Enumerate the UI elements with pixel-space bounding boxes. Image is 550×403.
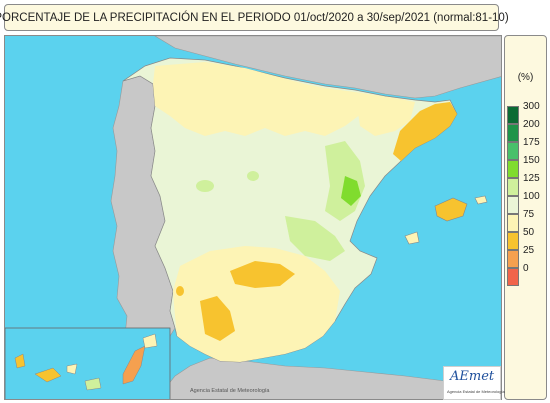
ebro-below-normal-zone — [355, 92, 415, 136]
ibiza-island — [404, 231, 420, 245]
legend-swatch — [507, 196, 519, 214]
la-gomera-island — [66, 363, 78, 375]
precipitation-map — [5, 36, 501, 399]
legend-unit: (%) — [517, 72, 534, 83]
legend-label: 25 — [523, 245, 535, 256]
map-title: PORCENTAJE DE LA PRECIPITACIÓN EN EL PER… — [0, 11, 509, 24]
west-dry-spot — [176, 286, 184, 296]
legend-swatch — [507, 124, 519, 142]
central-wet-spot — [196, 180, 214, 192]
map-frame — [4, 35, 502, 400]
legend-label: 100 — [523, 191, 540, 202]
fuerteventura-island — [122, 345, 146, 385]
gran-canaria-island — [84, 377, 102, 391]
legend-swatch — [507, 178, 519, 196]
map-title-bar: PORCENTAJE DE LA PRECIPITACIÓN EN EL PER… — [0, 4, 509, 31]
lanzarote-island — [142, 333, 158, 349]
legend-swatch — [507, 268, 519, 286]
mallorca-island — [434, 197, 468, 222]
legend-swatch — [507, 160, 519, 178]
france-land — [154, 36, 501, 99]
catalonia-dry-zone — [393, 102, 457, 161]
logo-subtitle: Agencia Estatal de Meteorología — [447, 389, 505, 394]
legend-label: 200 — [523, 119, 540, 130]
aemet-logo: AEmet Agencia Estatal de Meteorología — [443, 366, 505, 400]
legend-panel: (%) 300 200 175 150 125 100 75 50 25 0 — [504, 35, 547, 400]
legend-label: 125 — [523, 173, 540, 184]
tenerife-island — [34, 367, 62, 383]
north-central-wet-spot — [247, 171, 259, 181]
legend-label: 175 — [523, 137, 540, 148]
legend-label: 300 — [523, 101, 540, 112]
north-below-normal-zone — [153, 62, 365, 136]
teruel-very-wet-zone — [341, 176, 361, 206]
legend-swatch — [507, 232, 519, 250]
legend-swatch — [507, 250, 519, 268]
legend-swatch — [507, 214, 519, 232]
legend-swatch — [507, 106, 519, 124]
legend-label: 0 — [523, 263, 529, 274]
legend-label: 75 — [523, 209, 535, 220]
andalusia-inland-dry-zone — [230, 261, 295, 288]
menorca-island — [474, 195, 488, 205]
legend-swatch — [507, 142, 519, 160]
logo-text: AEmet — [450, 369, 495, 384]
la-mancha-wet-zone — [285, 216, 345, 261]
legend-label: 150 — [523, 155, 540, 166]
legend-label: 50 — [523, 227, 535, 238]
southwest-dry-zone — [200, 296, 235, 341]
la-palma-island — [14, 353, 26, 369]
credit-text: Agencia Estatal de Meteorología — [190, 388, 270, 394]
